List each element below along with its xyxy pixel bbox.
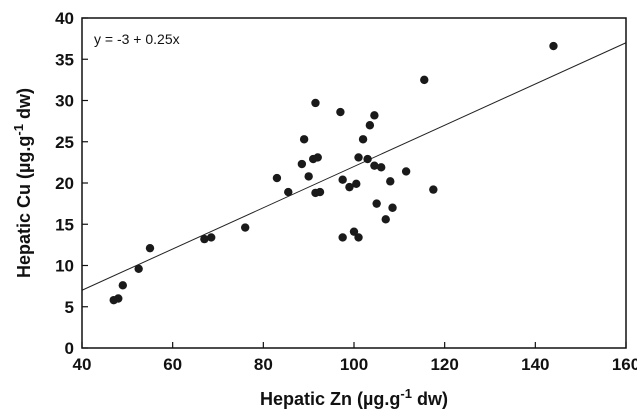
data-point xyxy=(381,215,390,224)
data-point xyxy=(284,187,293,197)
data-point xyxy=(354,233,363,242)
data-point xyxy=(272,173,282,183)
y-tick-label: 20 xyxy=(55,174,74,193)
data-point xyxy=(354,153,363,162)
data-point xyxy=(207,233,216,242)
data-point xyxy=(370,161,379,170)
x-tick-label: 140 xyxy=(521,355,549,374)
y-tick-label: 10 xyxy=(55,257,74,276)
x-axis-title-tail: dw) xyxy=(412,389,448,409)
y-axis-title-tail: dw) xyxy=(14,88,34,124)
data-point xyxy=(118,281,128,290)
x-tick-label: 80 xyxy=(254,355,273,374)
plot-frame xyxy=(81,17,627,349)
data-point xyxy=(386,177,395,186)
x-axis-title: Hepatic Zn (µg.g-1 dw) xyxy=(260,386,448,409)
data-point xyxy=(388,203,397,212)
data-point xyxy=(313,153,322,162)
x-tick-label: 100 xyxy=(340,355,368,374)
data-point xyxy=(134,264,143,273)
x-tick-label: 60 xyxy=(163,355,182,374)
y-tick-label: 5 xyxy=(65,298,74,317)
data-point xyxy=(241,223,250,232)
data-point xyxy=(349,227,359,236)
y-tick-label: 40 xyxy=(55,9,74,28)
data-point xyxy=(304,172,313,181)
data-point xyxy=(372,199,381,208)
data-point xyxy=(370,111,379,120)
data-point xyxy=(336,107,345,117)
data-point xyxy=(420,75,429,85)
plot-marks xyxy=(81,41,627,305)
data-point xyxy=(145,243,155,253)
data-point xyxy=(200,234,209,244)
y-axis-title: Hepatic Cu (µg.g-1 dw) xyxy=(11,88,34,278)
y-axis-title-sup: -1 xyxy=(11,124,26,136)
data-point xyxy=(311,98,320,108)
data-point xyxy=(345,182,354,192)
data-point xyxy=(549,41,558,51)
data-point xyxy=(338,175,347,184)
x-axis-title-main: Hepatic Zn (µg.g xyxy=(260,389,400,409)
regression-line xyxy=(81,42,627,291)
x-tick-label: 40 xyxy=(73,355,92,374)
data-point xyxy=(358,135,368,144)
axis-ticks: 40 60 80 100 120 140 160 0 5 10 15 20 25 30 35 40 xyxy=(55,9,637,374)
data-point xyxy=(297,159,307,169)
fit-equation: y = -3 + 0.25x xyxy=(94,31,180,47)
data-point xyxy=(114,294,123,303)
data-point xyxy=(363,154,372,164)
data-point xyxy=(299,135,309,144)
x-tick-label: 120 xyxy=(430,355,458,374)
x-axis-title-sup: -1 xyxy=(400,386,412,401)
y-tick-label: 30 xyxy=(55,92,74,111)
y-axis-title-main: Hepatic Cu (µg.g xyxy=(14,136,34,278)
data-point xyxy=(338,233,347,242)
y-tick-label: 35 xyxy=(55,50,74,69)
y-tick-label: 15 xyxy=(55,215,74,234)
data-point xyxy=(352,179,361,189)
x-tick-label: 160 xyxy=(612,355,637,374)
y-tick-label: 25 xyxy=(55,133,74,152)
data-point xyxy=(377,163,386,172)
data-point xyxy=(365,121,375,130)
data-point xyxy=(429,185,438,194)
data-point xyxy=(401,167,411,176)
data-point xyxy=(315,187,325,197)
y-tick-label: 0 xyxy=(65,339,74,358)
